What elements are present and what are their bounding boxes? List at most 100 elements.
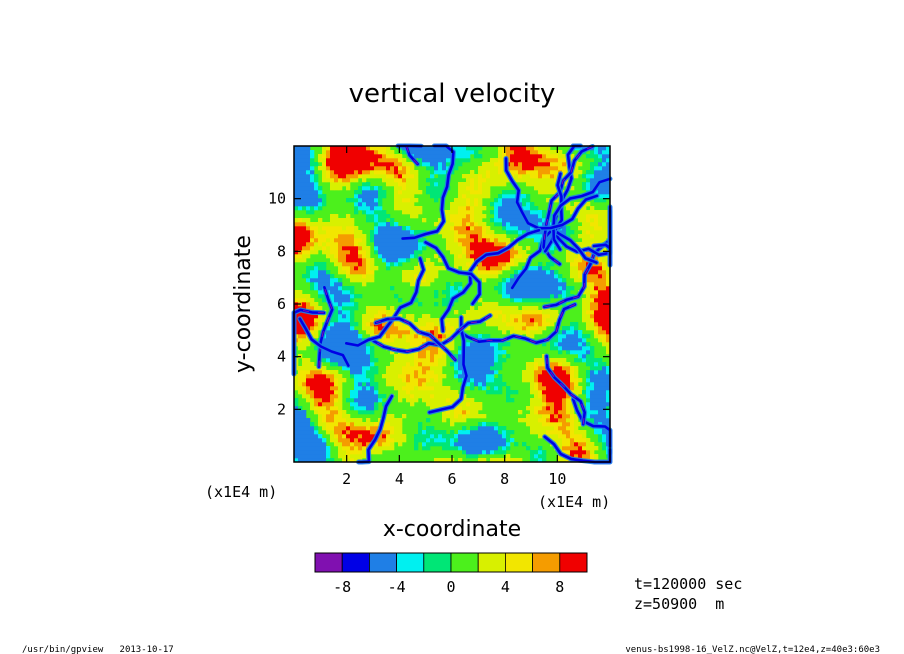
field-cell bbox=[314, 286, 319, 291]
field-cell bbox=[402, 378, 407, 383]
field-cell bbox=[358, 358, 363, 363]
field-cell bbox=[462, 174, 467, 179]
field-cell bbox=[586, 418, 591, 423]
field-cell bbox=[394, 422, 399, 427]
field-cell bbox=[442, 430, 447, 435]
field-cell bbox=[322, 314, 327, 319]
field-cell bbox=[338, 314, 343, 319]
field-cell bbox=[498, 162, 503, 167]
field-cell bbox=[474, 450, 479, 455]
field-cell bbox=[594, 278, 599, 283]
field-cell bbox=[334, 294, 339, 299]
field-cell bbox=[510, 198, 515, 203]
field-cell bbox=[374, 422, 379, 427]
field-cell bbox=[350, 270, 355, 275]
field-cell bbox=[542, 314, 547, 319]
field-cell bbox=[506, 318, 511, 323]
field-cell bbox=[550, 166, 555, 171]
field-cell bbox=[550, 318, 555, 323]
field-cell bbox=[354, 358, 359, 363]
field-cell bbox=[350, 418, 355, 423]
field-cell bbox=[434, 386, 439, 391]
field-cell bbox=[442, 298, 447, 303]
field-cell bbox=[482, 386, 487, 391]
field-cell bbox=[314, 178, 319, 183]
field-cell bbox=[458, 430, 463, 435]
field-cell bbox=[298, 450, 303, 455]
field-cell bbox=[386, 310, 391, 315]
field-cell bbox=[586, 302, 591, 307]
field-cell bbox=[298, 242, 303, 247]
field-cell bbox=[586, 374, 591, 379]
field-cell bbox=[546, 406, 551, 411]
field-cell bbox=[358, 194, 363, 199]
field-cell bbox=[474, 210, 479, 215]
field-cell bbox=[422, 278, 427, 283]
field-cell bbox=[526, 290, 531, 295]
field-cell bbox=[466, 362, 471, 367]
field-cell bbox=[470, 226, 475, 231]
field-cell bbox=[326, 382, 331, 387]
field-cell bbox=[494, 202, 499, 207]
field-cell bbox=[462, 154, 467, 159]
field-cell bbox=[314, 390, 319, 395]
field-cell bbox=[458, 374, 463, 379]
field-cell bbox=[478, 386, 483, 391]
field-cell bbox=[574, 322, 579, 327]
field-cell bbox=[386, 366, 391, 371]
field-cell bbox=[550, 346, 555, 351]
field-cell bbox=[330, 174, 335, 179]
field-cell bbox=[414, 182, 419, 187]
field-cell bbox=[414, 442, 419, 447]
field-cell bbox=[502, 182, 507, 187]
field-cell bbox=[310, 298, 315, 303]
field-cell bbox=[502, 258, 507, 263]
field-cell bbox=[354, 330, 359, 335]
field-cell bbox=[538, 430, 543, 435]
field-cell bbox=[326, 326, 331, 331]
field-cell bbox=[394, 382, 399, 387]
field-cell bbox=[546, 394, 551, 399]
field-cell bbox=[598, 434, 603, 439]
field-cell bbox=[378, 246, 383, 251]
field-cell bbox=[318, 398, 323, 403]
field-cell bbox=[526, 286, 531, 291]
field-cell bbox=[574, 434, 579, 439]
field-cell bbox=[598, 366, 603, 371]
downdraft-lane-core bbox=[440, 228, 541, 333]
field-cell bbox=[402, 182, 407, 187]
field-cell bbox=[342, 302, 347, 307]
field-cell bbox=[458, 418, 463, 423]
field-cell bbox=[406, 366, 411, 371]
field-cell bbox=[314, 226, 319, 231]
field-cell bbox=[586, 278, 591, 283]
field-cell bbox=[386, 414, 391, 419]
field-cell bbox=[594, 330, 599, 335]
field-cell bbox=[350, 246, 355, 251]
field-cell bbox=[382, 166, 387, 171]
field-cell bbox=[294, 434, 299, 439]
field-cell bbox=[418, 366, 423, 371]
field-cell bbox=[590, 294, 595, 299]
field-cell bbox=[546, 146, 551, 151]
field-cell bbox=[390, 446, 395, 451]
field-cell bbox=[338, 454, 343, 459]
field-cell bbox=[534, 386, 539, 391]
field-cell bbox=[494, 438, 499, 443]
field-cell bbox=[406, 338, 411, 343]
field-cell bbox=[330, 234, 335, 239]
field-cell bbox=[378, 214, 383, 219]
field-cell bbox=[502, 214, 507, 219]
field-cell bbox=[394, 246, 399, 251]
field-cell bbox=[538, 162, 543, 167]
field-cell bbox=[518, 174, 523, 179]
field-cell bbox=[546, 290, 551, 295]
field-cell bbox=[582, 334, 587, 339]
field-cell bbox=[438, 442, 443, 447]
field-cell bbox=[590, 278, 595, 283]
field-cell bbox=[294, 290, 299, 295]
field-cell bbox=[366, 442, 371, 447]
field-cell bbox=[350, 390, 355, 395]
field-cell bbox=[534, 182, 539, 187]
